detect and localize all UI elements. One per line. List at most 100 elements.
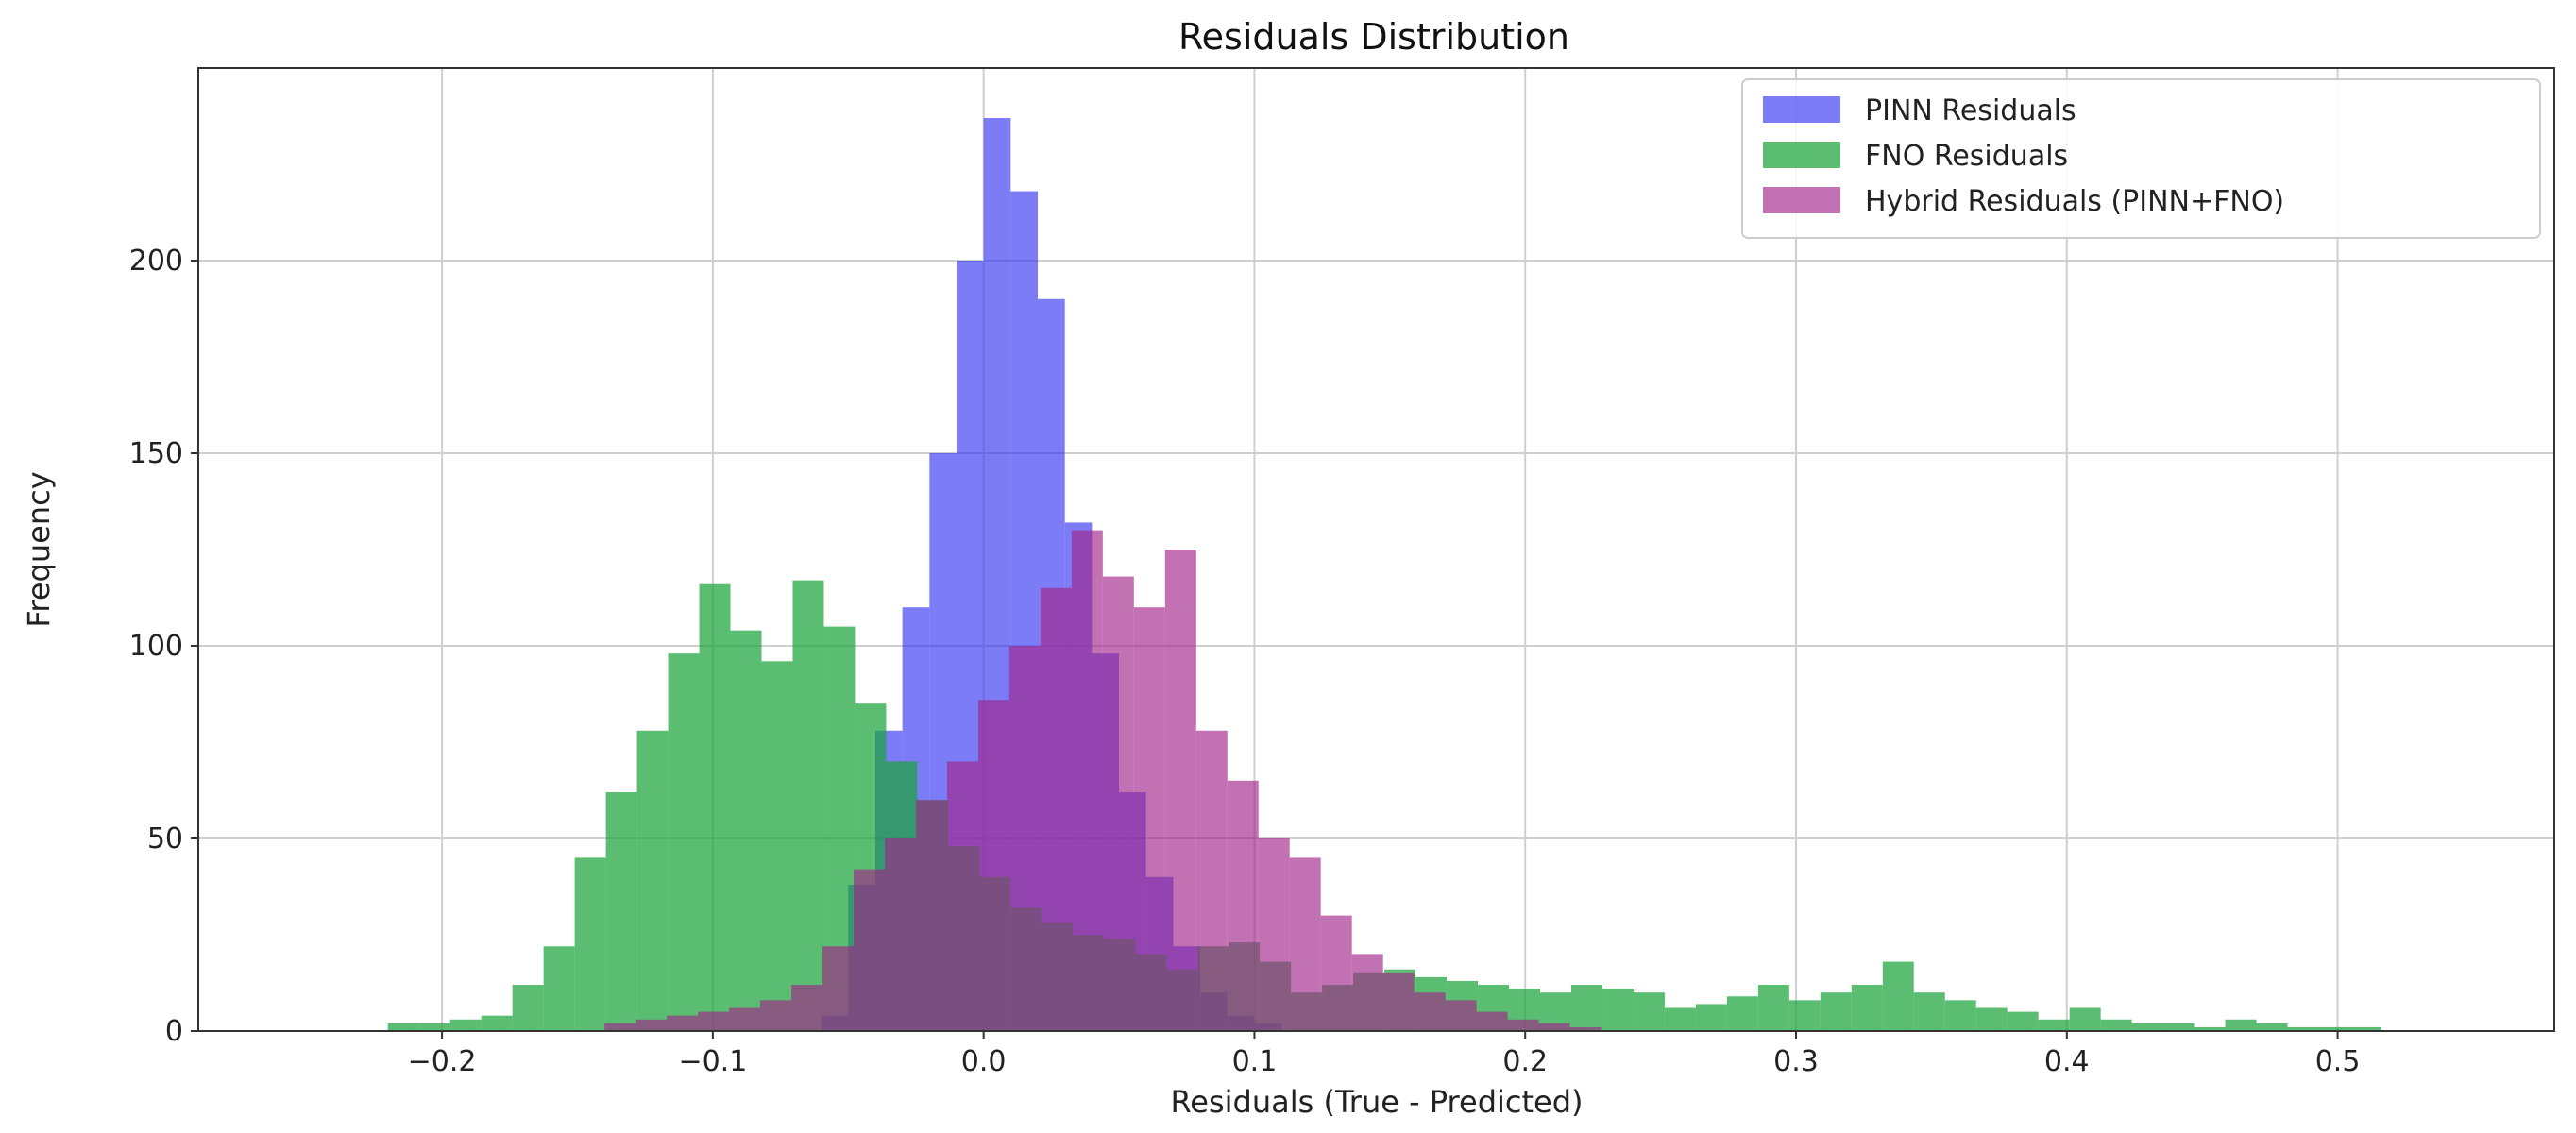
y-tick-label: 100 (129, 630, 183, 663)
histogram-bar (1882, 961, 1914, 1031)
histogram-bar (2069, 1007, 2101, 1031)
histogram-bar (699, 583, 731, 1031)
y-tick-label: 150 (129, 437, 183, 470)
histogram-bar (1164, 550, 1196, 1031)
histogram-bar (2007, 1011, 2039, 1031)
y-axis-title: Frequency (21, 471, 57, 627)
x-axis-title: Residuals (True - Predicted) (1170, 1084, 1583, 1120)
histogram-bar (636, 1019, 668, 1031)
histogram-bar (1602, 989, 1634, 1031)
histogram-bar (760, 1000, 792, 1031)
histogram-bar (791, 985, 823, 1031)
histogram-bar (1008, 646, 1041, 1031)
x-tick-label: 0.0 (961, 1045, 1007, 1078)
histogram-bar (1258, 838, 1290, 1031)
histogram-bar (1788, 1000, 1821, 1031)
x-tick-label: 0.1 (1232, 1045, 1278, 1078)
histogram-bar (1726, 996, 1758, 1031)
histogram-bar (1227, 780, 1259, 1031)
ticks-layer: −0.2 −0.1 0.0 0.1 0.2 0.3 0.4 0.5 0 50 100 150 200 (129, 245, 2361, 1078)
histogram-bar (2100, 1019, 2132, 1031)
histogram-bar (1445, 1000, 1477, 1031)
histogram-bar (1851, 985, 1883, 1031)
histogram-bar (449, 1019, 482, 1031)
histogram-bar (2287, 1026, 2319, 1031)
y-tick-label: 200 (129, 245, 183, 278)
histogram-bar (1913, 992, 1945, 1031)
plot-frame (197, 67, 2555, 1032)
histogram-bar (2162, 1023, 2195, 1031)
x-tick-label: −0.2 (408, 1045, 477, 1078)
y-tick-label: 50 (147, 822, 183, 855)
histogram-bar (1414, 992, 1446, 1031)
legend-label: FNO Residuals (1865, 140, 2068, 173)
histogram-bar (1040, 587, 1072, 1031)
histogram-bar (2256, 1023, 2288, 1031)
histogram-bar (946, 761, 978, 1031)
histogram-bar (729, 1007, 761, 1031)
histogram-bar (1382, 972, 1415, 1031)
histogram-bar (636, 730, 669, 1031)
histogram-bar (668, 653, 700, 1031)
legend-box (1741, 78, 2541, 239)
histogram-bar (822, 946, 855, 1031)
histogram-bar (1633, 992, 1665, 1031)
chart-title: Residuals Distribution (1178, 16, 1569, 58)
histogram-bar (418, 1023, 450, 1031)
histogram-bar (1820, 992, 1852, 1031)
histogram-bar (915, 800, 947, 1031)
histogram-bar (543, 946, 575, 1031)
histogram-bar (854, 869, 885, 1031)
histogram-bar (1975, 1007, 2008, 1031)
histogram-bar (884, 838, 916, 1031)
histogram-bar (1320, 915, 1352, 1031)
histogram-bar (2318, 1026, 2350, 1031)
histogram-bar (698, 1011, 730, 1031)
histogram-bar (2225, 1019, 2257, 1031)
histogram-bar (512, 985, 544, 1031)
histogram-bar (1102, 576, 1134, 1031)
histogram-bar (667, 1015, 699, 1031)
histogram-bar (977, 700, 1009, 1031)
histogram-bar (2349, 1026, 2381, 1031)
histogram-bar (604, 1023, 636, 1031)
series-2-bars (604, 530, 1602, 1031)
histogram-bar (481, 1015, 513, 1031)
legend-swatch (1763, 96, 1840, 123)
x-tick-label: −0.1 (678, 1045, 747, 1078)
histogram-bar (761, 661, 793, 1031)
legend: PINN Residuals FNO Residuals Hybrid Residu… (1741, 78, 2541, 239)
histogram-bar (605, 792, 637, 1031)
x-tick-label: 0.5 (2315, 1045, 2361, 1078)
histogram-bar (387, 1023, 419, 1031)
legend-swatch (1763, 187, 1840, 213)
histogram-bar (1538, 1023, 1570, 1031)
histogram-bar (1476, 1011, 1508, 1031)
histogram-bar (2038, 1019, 2070, 1031)
legend-label: Hybrid Residuals (PINN+FNO) (1865, 185, 2284, 218)
histogram-bar (1944, 1000, 1976, 1031)
legend-label: PINN Residuals (1865, 94, 2076, 127)
legend-swatch (1763, 142, 1840, 168)
histogram-bar (1695, 1004, 1727, 1031)
histogram-bar (1664, 1007, 1696, 1031)
bars-layer (387, 118, 2381, 1032)
histogram-bar (1507, 1019, 1539, 1031)
histogram-bar (1569, 1026, 1602, 1031)
histogram-bar (2194, 1026, 2226, 1031)
y-tick-label: 0 (165, 1015, 183, 1048)
histogram-bar (2131, 1023, 2163, 1031)
histogram-bar (730, 630, 762, 1031)
histogram-bar (1133, 607, 1165, 1031)
x-tick-label: 0.3 (1773, 1045, 1819, 1078)
histogram-bar (1757, 985, 1789, 1031)
histogram-bar (574, 857, 606, 1031)
x-tick-label: 0.4 (2044, 1045, 2090, 1078)
histogram-bar (1071, 530, 1103, 1031)
histogram-bar (792, 580, 824, 1031)
histogram-bar (1289, 857, 1321, 1031)
histogram-bar (1195, 730, 1228, 1031)
histogram-bar (1570, 985, 1602, 1031)
histogram-bar (1351, 954, 1383, 1031)
